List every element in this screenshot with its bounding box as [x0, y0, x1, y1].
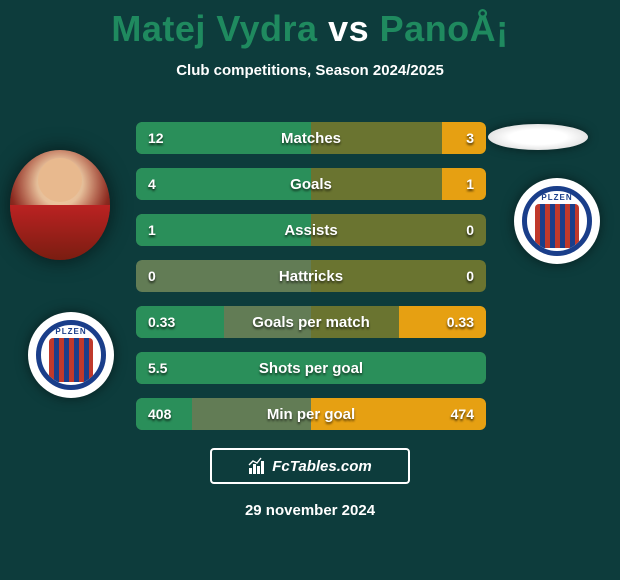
player1-club-badge: PLZEN	[28, 312, 114, 398]
stat-right-value: 0	[466, 222, 474, 238]
stat-left-value: 0.33	[148, 314, 175, 330]
stat-label: Goals per match	[252, 314, 370, 331]
title-player1: Matej Vydra	[111, 8, 317, 49]
stat-right-value: 474	[451, 406, 474, 422]
stat-row: Hattricks 0 0	[136, 260, 486, 292]
page-title: Matej Vydra vs PanoÅ¡	[0, 0, 620, 50]
stat-row: Matches 12 3	[136, 122, 486, 154]
stat-label: Goals	[290, 176, 332, 193]
player1-avatar	[10, 150, 110, 260]
stat-row: Goals 4 1	[136, 168, 486, 200]
stat-label: Shots per goal	[259, 360, 363, 377]
subtitle: Club competitions, Season 2024/2025	[0, 62, 620, 79]
club-badge-text: PLZEN	[55, 327, 86, 336]
title-player2: PanoÅ¡	[380, 8, 509, 49]
title-vs: vs	[328, 8, 369, 49]
club-badge-text: PLZEN	[541, 193, 572, 202]
footer-date: 29 november 2024	[0, 502, 620, 519]
stat-left-value: 4	[148, 176, 156, 192]
comparison-bars: Matches 12 3 Goals 4 1 Assists 1 0 Hattricks 0 0 Goa…	[136, 122, 486, 444]
stat-label: Min per goal	[267, 406, 355, 423]
brand-text: FcTables.com	[272, 458, 371, 475]
stat-row: Goals per match 0.33 0.33	[136, 306, 486, 338]
brand-box: FcTables.com	[210, 448, 410, 484]
stat-left-value: 408	[148, 406, 171, 422]
stat-right-value: 0	[466, 268, 474, 284]
stat-row: Assists 1 0	[136, 214, 486, 246]
player2-club-badge: PLZEN	[514, 178, 600, 264]
stat-right-value: 3	[466, 130, 474, 146]
stat-label: Hattricks	[279, 268, 343, 285]
stat-row: Min per goal 408 474	[136, 398, 486, 430]
stat-right-value: 1	[466, 176, 474, 192]
stat-right-value: 0.33	[447, 314, 474, 330]
player2-avatar	[488, 124, 588, 150]
stat-label: Assists	[284, 222, 337, 239]
stat-label: Matches	[281, 130, 341, 147]
stat-left-value: 0	[148, 268, 156, 284]
chart-icon	[248, 457, 266, 475]
stat-left-value: 12	[148, 130, 164, 146]
stat-left-value: 1	[148, 222, 156, 238]
stat-left-value: 5.5	[148, 360, 167, 376]
stat-row: Shots per goal 5.5	[136, 352, 486, 384]
